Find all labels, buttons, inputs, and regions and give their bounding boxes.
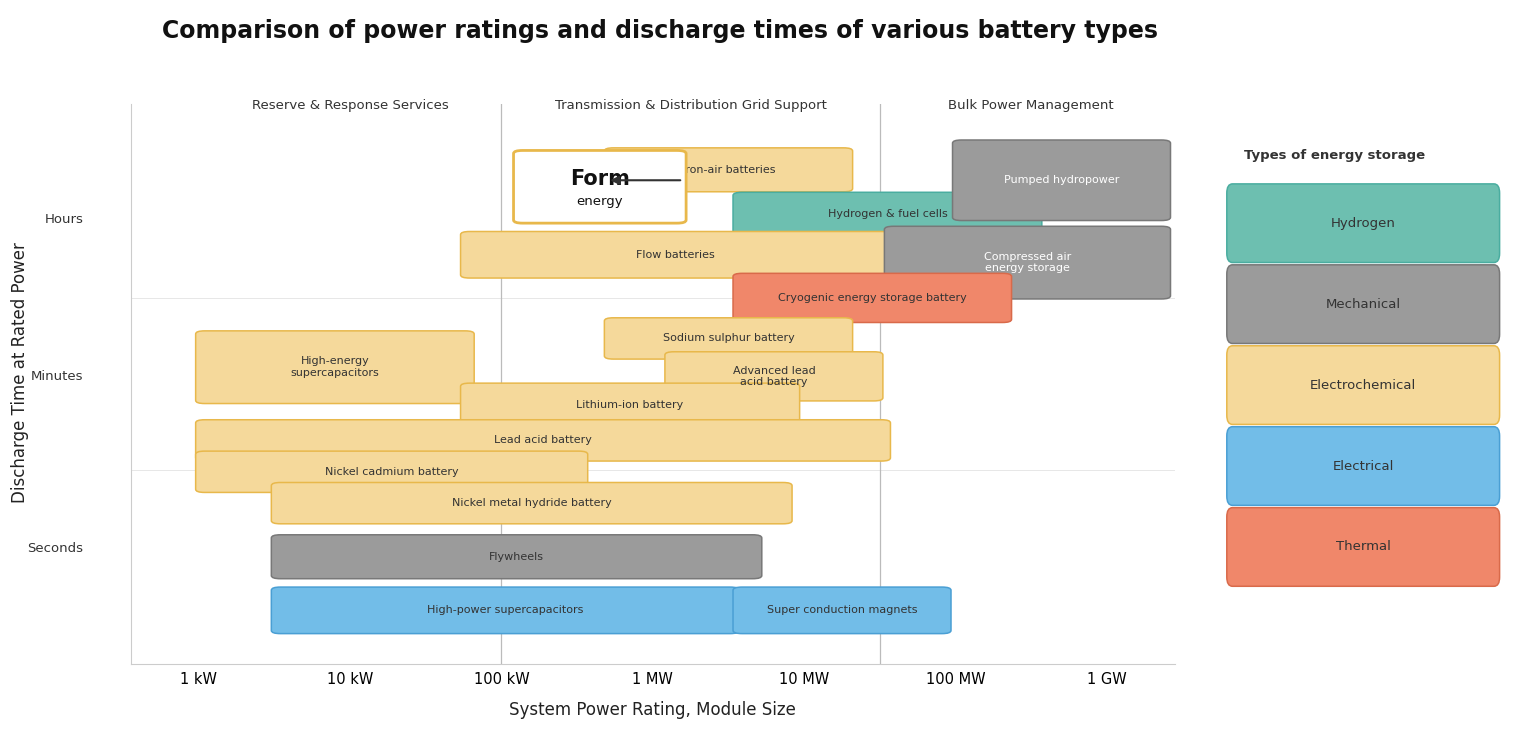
FancyBboxPatch shape bbox=[272, 587, 739, 633]
Text: High-power supercapacitors: High-power supercapacitors bbox=[427, 605, 584, 615]
Text: Advanced lead
acid battery: Advanced lead acid battery bbox=[733, 366, 816, 387]
FancyBboxPatch shape bbox=[733, 273, 1012, 322]
FancyBboxPatch shape bbox=[461, 383, 800, 427]
Text: Discharge Time at Rated Power: Discharge Time at Rated Power bbox=[11, 242, 29, 504]
FancyBboxPatch shape bbox=[885, 226, 1170, 299]
Text: Cryogenic energy storage battery: Cryogenic energy storage battery bbox=[777, 293, 966, 303]
FancyBboxPatch shape bbox=[1227, 265, 1499, 343]
Text: Electrical: Electrical bbox=[1333, 460, 1393, 472]
Text: Comparison of power ratings and discharge times of various battery types: Comparison of power ratings and discharg… bbox=[163, 19, 1158, 43]
Text: Lead acid battery: Lead acid battery bbox=[495, 436, 591, 445]
FancyBboxPatch shape bbox=[952, 140, 1170, 221]
FancyBboxPatch shape bbox=[1227, 345, 1499, 424]
Text: Thermal: Thermal bbox=[1336, 540, 1390, 554]
Text: Flow batteries: Flow batteries bbox=[636, 250, 714, 260]
Text: Flywheels: Flywheels bbox=[488, 552, 544, 562]
Text: Lithium-ion battery: Lithium-ion battery bbox=[576, 400, 684, 410]
FancyBboxPatch shape bbox=[733, 192, 1041, 236]
Text: Nickel cadmium battery: Nickel cadmium battery bbox=[326, 467, 458, 477]
X-axis label: System Power Rating, Module Size: System Power Rating, Module Size bbox=[510, 701, 796, 719]
FancyBboxPatch shape bbox=[604, 148, 852, 192]
Text: Mechanical: Mechanical bbox=[1326, 298, 1401, 310]
FancyBboxPatch shape bbox=[272, 483, 793, 524]
Text: Types of energy storage: Types of energy storage bbox=[1244, 149, 1425, 162]
Text: Bulk Power Management: Bulk Power Management bbox=[948, 99, 1114, 113]
FancyBboxPatch shape bbox=[272, 535, 762, 579]
FancyBboxPatch shape bbox=[733, 587, 951, 633]
Text: High-energy
supercapacitors: High-energy supercapacitors bbox=[290, 357, 379, 378]
Text: Nickel metal hydride battery: Nickel metal hydride battery bbox=[452, 498, 611, 508]
Text: Super conduction magnets: Super conduction magnets bbox=[766, 605, 917, 615]
FancyBboxPatch shape bbox=[461, 231, 891, 278]
FancyBboxPatch shape bbox=[604, 318, 852, 359]
Text: Iron-air batteries: Iron-air batteries bbox=[682, 165, 776, 175]
Text: Hydrogen: Hydrogen bbox=[1330, 216, 1396, 230]
FancyBboxPatch shape bbox=[665, 352, 883, 401]
FancyBboxPatch shape bbox=[1227, 427, 1499, 505]
FancyBboxPatch shape bbox=[1227, 184, 1499, 263]
Text: Reserve & Response Services: Reserve & Response Services bbox=[252, 99, 449, 113]
Text: Compressed air
energy storage: Compressed air energy storage bbox=[985, 252, 1071, 274]
FancyBboxPatch shape bbox=[195, 420, 891, 461]
Text: Hours: Hours bbox=[45, 213, 83, 226]
FancyBboxPatch shape bbox=[195, 451, 588, 492]
FancyBboxPatch shape bbox=[513, 151, 687, 223]
Text: Pumped hydropower: Pumped hydropower bbox=[1005, 175, 1120, 185]
Text: Hydrogen & fuel cells: Hydrogen & fuel cells bbox=[828, 209, 948, 219]
FancyBboxPatch shape bbox=[195, 331, 475, 404]
Text: Transmission & Distribution Grid Support: Transmission & Distribution Grid Support bbox=[554, 99, 826, 113]
Text: Minutes: Minutes bbox=[31, 370, 83, 383]
Text: Sodium sulphur battery: Sodium sulphur battery bbox=[662, 333, 794, 343]
Text: Seconds: Seconds bbox=[28, 542, 83, 556]
FancyBboxPatch shape bbox=[1227, 507, 1499, 586]
Text: energy: energy bbox=[576, 195, 624, 208]
Text: Form: Form bbox=[570, 169, 630, 189]
Text: Electrochemical: Electrochemical bbox=[1310, 378, 1416, 392]
